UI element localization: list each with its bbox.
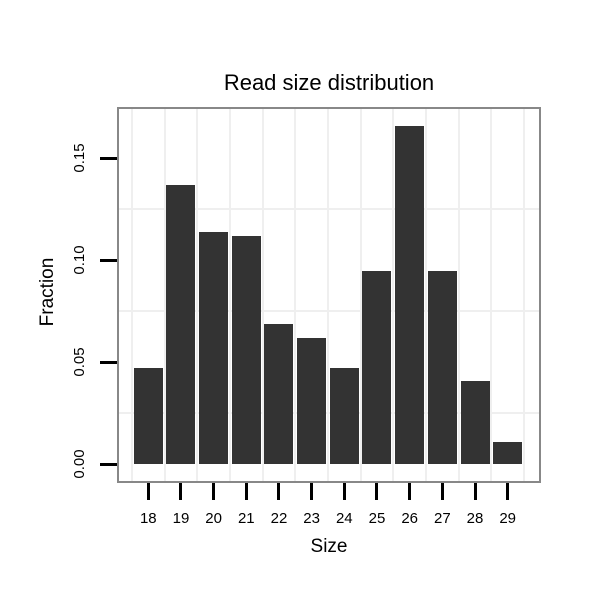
y-tick-label: 0.10	[71, 245, 88, 275]
bar-22	[264, 323, 294, 465]
gridline-vertical	[457, 109, 460, 481]
gridline-vertical	[163, 109, 166, 481]
x-tick-label: 21	[237, 510, 255, 527]
gridline-vertical	[228, 109, 231, 481]
x-tick	[179, 483, 183, 500]
gridline-horizontal	[119, 208, 539, 211]
x-tick-label: 23	[303, 510, 320, 527]
y-tick	[100, 258, 117, 262]
bar-18	[133, 368, 163, 465]
bar-25	[362, 270, 392, 465]
x-tick	[146, 483, 150, 500]
y-tick	[100, 360, 117, 364]
gridline-vertical	[326, 109, 329, 481]
x-tick-label: 22	[270, 510, 288, 527]
bar-29	[493, 441, 523, 465]
bar-21	[231, 235, 261, 465]
bar-19	[166, 184, 196, 465]
bar-23	[297, 337, 327, 465]
x-tick	[440, 483, 444, 500]
x-tick	[506, 483, 510, 500]
gridline-vertical	[392, 109, 395, 481]
y-tick	[100, 462, 117, 466]
x-tick	[310, 483, 314, 500]
chart-title: Read size distribution	[223, 70, 435, 95]
x-tick	[408, 483, 412, 500]
x-tick-label: 20	[205, 510, 222, 527]
x-tick-label: 27	[433, 510, 451, 527]
x-tick-label: 29	[499, 510, 516, 527]
x-tick-label: 19	[172, 510, 190, 527]
gridline-vertical	[130, 109, 133, 481]
x-tick-label: 18	[139, 510, 157, 527]
y-tick-label: 0.00	[71, 449, 88, 479]
gridline-vertical	[294, 109, 297, 481]
plot-panel	[117, 107, 541, 483]
x-tick-label: 28	[466, 510, 484, 527]
bar-28	[460, 380, 490, 465]
x-tick-label: 25	[368, 510, 386, 527]
x-tick	[212, 483, 216, 500]
gridline-vertical	[424, 109, 427, 481]
gridline-horizontal	[119, 412, 539, 415]
x-axis-label: Size	[310, 536, 348, 557]
bar-26	[395, 125, 425, 465]
gridline-horizontal	[119, 310, 539, 313]
y-tick-label: 0.05	[71, 347, 88, 377]
x-tick	[277, 483, 281, 500]
bar-24	[329, 368, 359, 465]
gridline-vertical	[490, 109, 493, 481]
y-tick-label: 0.15	[71, 143, 88, 173]
x-tick	[244, 483, 248, 500]
gridline-vertical	[523, 109, 525, 481]
y-tick	[100, 156, 117, 160]
gridline-vertical	[359, 109, 362, 481]
bar-20	[199, 231, 229, 465]
gridline-vertical	[196, 109, 199, 481]
x-tick	[342, 483, 346, 500]
x-tick-label: 26	[401, 510, 418, 527]
y-axis-label: Fraction	[37, 257, 58, 327]
x-tick-label: 24	[335, 510, 353, 527]
x-tick	[473, 483, 477, 500]
x-tick	[375, 483, 379, 500]
bar-27	[427, 270, 457, 465]
gridline-vertical	[261, 109, 264, 481]
